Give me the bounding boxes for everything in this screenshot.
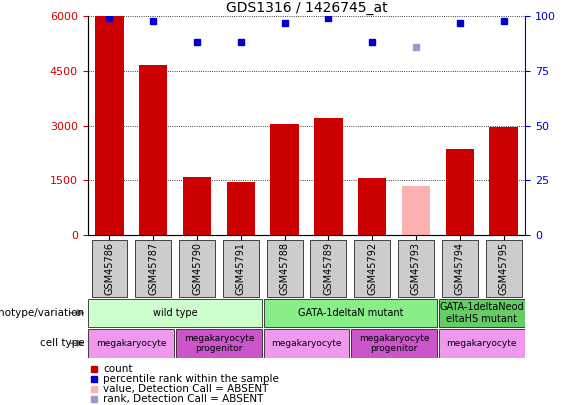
Text: cell type: cell type — [40, 338, 85, 348]
Text: GSM45791: GSM45791 — [236, 242, 246, 295]
Text: genotype/variation: genotype/variation — [0, 308, 85, 318]
Bar — [314, 118, 342, 235]
Text: GSM45789: GSM45789 — [323, 242, 333, 295]
Bar — [176, 329, 262, 358]
Bar — [310, 240, 346, 296]
Text: count: count — [103, 364, 132, 374]
Bar — [135, 240, 171, 296]
Text: GSM45792: GSM45792 — [367, 242, 377, 295]
Bar — [446, 149, 474, 235]
Bar — [439, 298, 524, 327]
Bar — [223, 240, 259, 296]
Bar — [264, 329, 349, 358]
Bar — [179, 240, 215, 296]
Text: GSM45790: GSM45790 — [192, 242, 202, 295]
Bar — [398, 240, 434, 296]
Bar — [442, 240, 478, 296]
Text: wild type: wild type — [153, 308, 197, 318]
Bar — [358, 178, 386, 235]
Text: GSM45786: GSM45786 — [105, 242, 115, 295]
Text: GATA-1deltaNeod
eltaHS mutant: GATA-1deltaNeod eltaHS mutant — [440, 302, 524, 324]
Bar — [139, 66, 167, 235]
Text: megakaryocyte: megakaryocyte — [96, 339, 167, 348]
Bar — [267, 240, 303, 296]
Text: megakaryocyte
progenitor: megakaryocyte progenitor — [184, 334, 254, 353]
Bar — [489, 127, 518, 235]
Bar — [227, 182, 255, 235]
Title: GDS1316 / 1426745_at: GDS1316 / 1426745_at — [225, 1, 388, 15]
Bar — [92, 240, 128, 296]
Bar — [183, 177, 211, 235]
Text: GSM45788: GSM45788 — [280, 242, 290, 295]
Text: rank, Detection Call = ABSENT: rank, Detection Call = ABSENT — [103, 394, 263, 404]
Bar — [354, 240, 390, 296]
Bar — [351, 329, 437, 358]
Text: megakaryocyte: megakaryocyte — [446, 339, 517, 348]
Text: GSM45793: GSM45793 — [411, 242, 421, 295]
Text: percentile rank within the sample: percentile rank within the sample — [103, 374, 279, 384]
Bar — [264, 298, 437, 327]
Bar — [95, 16, 124, 235]
Bar — [271, 124, 299, 235]
Bar — [485, 240, 521, 296]
Text: GSM45795: GSM45795 — [498, 242, 508, 295]
Text: megakaryocyte
progenitor: megakaryocyte progenitor — [359, 334, 429, 353]
Bar — [89, 298, 262, 327]
Bar — [439, 329, 524, 358]
Text: GSM45794: GSM45794 — [455, 242, 465, 295]
Bar — [89, 329, 174, 358]
Text: value, Detection Call = ABSENT: value, Detection Call = ABSENT — [103, 384, 268, 394]
Bar — [402, 185, 430, 235]
Text: GSM45787: GSM45787 — [148, 242, 158, 295]
Text: megakaryocyte: megakaryocyte — [271, 339, 342, 348]
Text: GATA-1deltaN mutant: GATA-1deltaN mutant — [298, 308, 403, 318]
